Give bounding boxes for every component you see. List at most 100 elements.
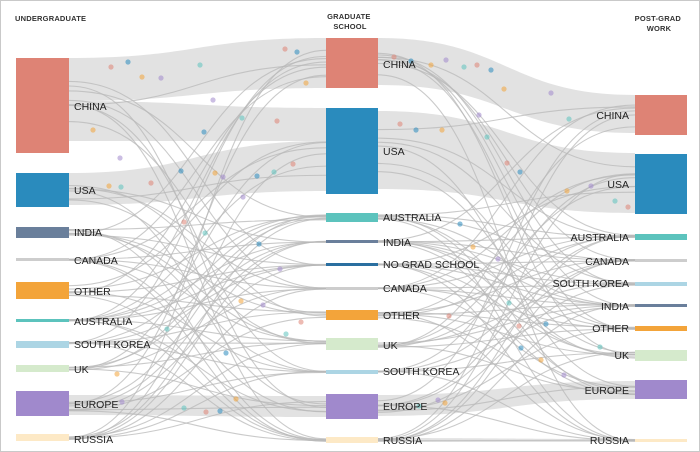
flow-line: [68, 294, 327, 441]
flow-line: [377, 56, 636, 168]
particle-dot: [597, 344, 603, 350]
node-bar-ug-usa: [16, 173, 69, 207]
particle-dot: [148, 180, 154, 186]
particle-dot: [274, 118, 280, 124]
particle-dot: [212, 170, 218, 176]
particle-dot: [501, 86, 507, 92]
node-label-ug-canada: CANADA: [74, 255, 118, 267]
particle-dot: [238, 298, 244, 304]
flow-line: [377, 312, 636, 441]
flow-line: [377, 240, 636, 261]
node-bar-gs-other: [326, 310, 378, 320]
particle-dot: [217, 408, 223, 414]
node-bar-gs-russia: [326, 437, 378, 443]
node-bar-gs-europe: [326, 394, 378, 419]
particle-dot: [254, 173, 260, 179]
node-label-pg-south-korea: SOUTH KOREA: [553, 278, 629, 290]
node-label-gs-south-korea: SOUTH KOREA: [383, 366, 459, 378]
flow-line: [377, 62, 636, 236]
column-title-line: WORK: [647, 24, 672, 33]
node-bar-ug-china: [16, 58, 69, 153]
node-bar-ug-canada: [16, 258, 69, 261]
node-bar-ug-australia: [16, 319, 69, 322]
flow-line: [377, 141, 636, 284]
flow-line: [68, 58, 327, 235]
flow-line: [68, 74, 327, 405]
flow-line: [377, 215, 636, 261]
flow-line: [68, 90, 327, 218]
particle-dot: [240, 194, 246, 200]
flow-line: [68, 240, 327, 369]
flow-line: [68, 294, 327, 313]
node-label-gs-canada: CANADA: [383, 283, 427, 295]
flow-line: [377, 259, 636, 407]
node-label-ug-australia: AUSTRALIA: [74, 316, 132, 328]
particle-dot: [561, 372, 567, 378]
particle-dot: [397, 121, 403, 127]
node-bar-gs-usa: [326, 108, 378, 194]
particle-dot: [391, 54, 397, 60]
particle-dot: [90, 127, 96, 133]
node-label-gs-usa: USA: [383, 146, 405, 158]
flow-line: [377, 107, 636, 242]
node-bar-ug-russia: [16, 434, 69, 441]
flow-line: [68, 80, 327, 266]
particle-dot: [495, 256, 501, 262]
flow-line: [68, 259, 327, 342]
flow-line: [377, 260, 636, 265]
flow-line: [68, 174, 327, 200]
particle-dot: [290, 161, 296, 167]
particle-dot: [201, 129, 207, 135]
flow-line: [68, 240, 327, 407]
column-title-line: SCHOOL: [333, 22, 367, 31]
node-label-gs-uk: UK: [383, 340, 398, 352]
node-bar-pg-other: [635, 326, 687, 331]
node-label-ug-india: INDIA: [74, 227, 102, 239]
particle-dot: [442, 400, 448, 406]
particle-dot: [294, 49, 300, 55]
particle-dot: [446, 313, 452, 319]
particle-dot: [283, 331, 289, 337]
node-bar-ug-other: [16, 282, 69, 299]
node-label-gs-other: OTHER: [383, 310, 420, 322]
particle-dot: [443, 57, 449, 63]
column-title-line: POST-GRAD: [635, 14, 682, 23]
flow-line: [377, 185, 636, 347]
flow-line: [68, 76, 327, 261]
particle-dot: [114, 371, 120, 377]
particle-dot: [260, 302, 266, 308]
flow-line: [377, 282, 636, 346]
flow-line: [68, 85, 327, 408]
particle-dot: [504, 160, 510, 166]
flow-line: [68, 258, 327, 289]
node-label-gs-russia: RUSSIA: [383, 435, 422, 447]
particle-dot: [271, 169, 277, 175]
particle-dot: [588, 183, 594, 189]
particle-dot: [516, 323, 522, 329]
flow-band: [69, 38, 326, 101]
node-bar-ug-uk: [16, 365, 69, 372]
flow-line: [377, 404, 636, 441]
flow-line: [377, 351, 636, 440]
flow-line: [68, 219, 327, 231]
particle-dot: [439, 127, 445, 133]
column-title-line: UNDERGRADUATE: [15, 14, 86, 23]
column-titles: UNDERGRADUATE GRADUATE SCHOOL POST-GRAD …: [15, 12, 682, 33]
particle-dot: [223, 350, 229, 356]
flow-line: [377, 59, 636, 331]
flow-line: [68, 99, 327, 289]
flow-line: [377, 235, 636, 406]
node-bar-gs-no-grad: [326, 263, 378, 266]
particle-dot: [233, 396, 239, 402]
particle-dot: [476, 112, 482, 118]
node-bar-gs-india: [326, 240, 378, 243]
flow-line: [68, 290, 327, 373]
node-label-gs-no-grad: NO GRAD SCHOOL: [383, 259, 479, 271]
flow-line: [377, 240, 636, 358]
flow-line: [377, 344, 636, 393]
flow-line: [68, 217, 327, 370]
particle-dot: [543, 321, 549, 327]
node-bar-gs-china: [326, 38, 378, 88]
flow-line: [377, 173, 636, 316]
